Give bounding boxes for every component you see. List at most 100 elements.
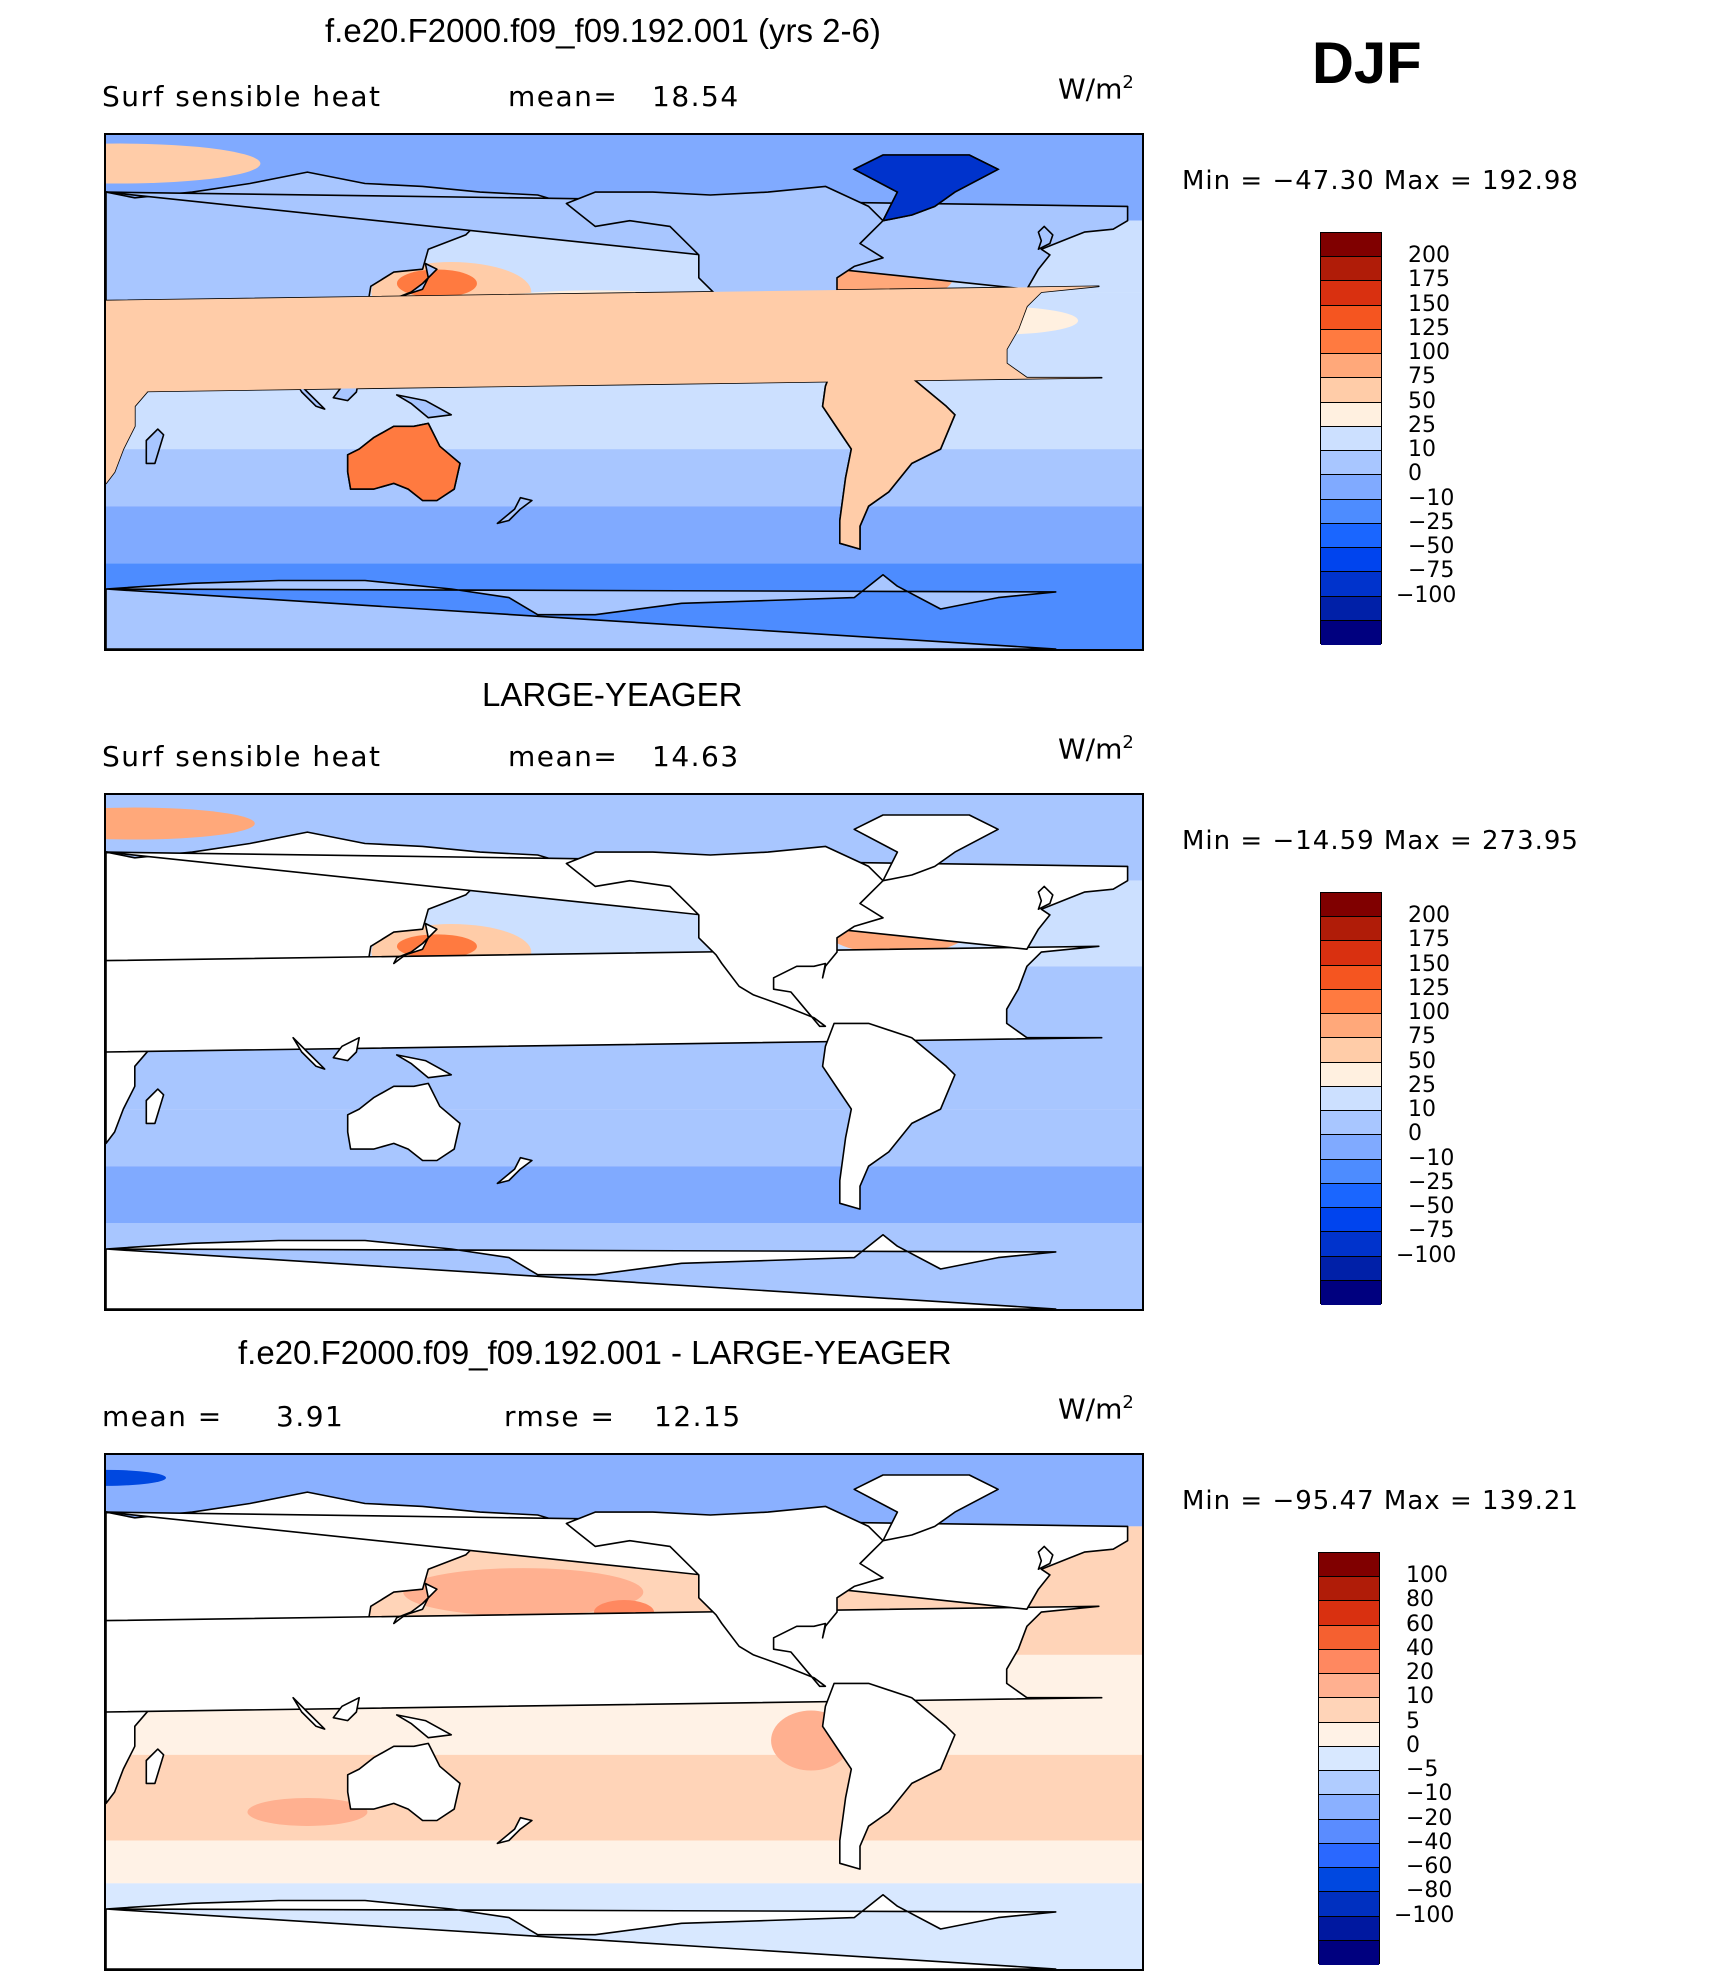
colorbar-tick-label: −50 [1408,534,1455,560]
panel-1-colorbar [1320,232,1382,645]
colorbar-swatch [1321,402,1381,427]
colorbar-swatch [1319,1722,1379,1747]
colorbar-swatch [1321,281,1381,306]
colorbar-swatch [1319,1771,1379,1796]
colorbar-tick-label: 125 [1408,975,1450,1001]
panel-3-minmax: Min = −95.47 Max = 139.21 [1182,1486,1579,1516]
coastline-japan [392,1582,438,1625]
colorbar-swatch [1321,354,1381,379]
colorbar-swatch [1321,941,1381,966]
panel-3-units: W/m2 [1058,1392,1134,1426]
colorbar-swatch [1321,451,1381,476]
coastline-africa_west [106,1605,1103,1713]
field-patch [106,1469,166,1486]
field-band-south-subtropics [106,1109,1142,1167]
field-band-southern-ocean [106,1840,1142,1884]
colorbar-tick-label: 125 [1408,315,1450,341]
colorbar-tick-label: 150 [1408,951,1450,977]
panel-2-map-canvas [106,795,1142,1309]
colorbar-swatch [1319,1868,1379,1893]
colorbar-swatch [1319,1795,1379,1820]
colorbar-tick-label: 175 [1408,927,1450,953]
field-band-south-subtropics [106,1754,1142,1841]
colorbar-tick-label: 20 [1406,1660,1434,1686]
panel-1-minmax: Min = −47.30 Max = 192.98 [1182,166,1579,196]
panel-1-units: W/m2 [1058,72,1134,106]
coastline-newguinea [395,1054,453,1079]
colorbar-swatch [1321,523,1381,549]
panel-2-map [104,793,1144,1311]
field-patch [396,934,477,959]
panel-2-title: LARGE-YEAGER [482,676,743,713]
coastline-greenland [853,1474,999,1542]
coastline-indonesia2 [332,1036,360,1062]
colorbar-tick-label: 0 [1406,1732,1420,1758]
colorbar-tick-label: 60 [1406,1611,1434,1637]
colorbar-tick-label: 10 [1406,1684,1434,1710]
land-samerica-heat [821,362,956,551]
colorbar-tick-label: −60 [1406,1854,1453,1880]
panel-1-variable: Surf sensible heat [102,80,382,113]
panel-2-colorbar [1320,892,1382,1305]
panel-3-rmse-label: rmse = [504,1400,616,1433]
coastline-antarctica [106,573,1057,649]
panel-2-variable: Surf sensible heat [102,740,382,773]
colorbar-tick-label: −25 [1408,509,1455,535]
coastline-madagascar [145,428,165,465]
colorbar-tick-label: 40 [1406,1635,1434,1661]
colorbar-tick-label: −75 [1408,1218,1455,1244]
colorbar-tick-label: 0 [1408,1121,1422,1147]
colorbar-tick-label: 10 [1408,437,1436,463]
colorbar-tick-label: −100 [1396,1242,1457,1268]
colorbar-tick-label: 75 [1408,364,1436,390]
colorbar-tick-label: −10 [1408,485,1455,511]
coastline-australia [346,1082,461,1162]
colorbar-swatch [1321,1062,1381,1087]
colorbar-tick-label: −80 [1406,1878,1453,1904]
colorbar-tick-label: 100 [1408,340,1450,366]
panel-1-mean-value: 18.54 [652,80,740,113]
colorbar-swatch [1321,257,1381,282]
colorbar-tick-label: 25 [1408,412,1436,438]
colorbar-swatch [1319,1553,1379,1578]
colorbar-swatch [1319,1940,1379,1965]
colorbar-tick-label: −100 [1396,582,1457,608]
coastline-madagascar [145,1088,165,1125]
panel-2-mean-value: 14.63 [652,740,740,773]
panel-3-title: f.e20.F2000.f09_f09.192.001 - LARGE-YEAG… [238,1334,952,1371]
coastline-antarctica [106,1233,1057,1309]
coastline-nz [496,1156,533,1185]
panel-3-colorbar [1318,1552,1380,1965]
coastline-greenland [853,814,999,882]
colorbar-swatch [1321,233,1381,258]
coastline-indonesia1 [292,1036,326,1070]
colorbar-swatch [1321,329,1381,355]
panel-2-units: W/m2 [1058,732,1134,766]
field-band-south-subtropics [106,449,1142,507]
coastline-uk [1037,225,1054,250]
panel-3-mean-value: 3.91 [276,1400,345,1433]
colorbar-swatch [1321,378,1381,403]
panel-3-mean-label: mean = [102,1400,223,1433]
panel-3-map-canvas [106,1455,1142,1969]
colorbar-tick-label: 200 [1408,243,1450,269]
colorbar-swatch [1321,989,1381,1015]
field-band-southern-ocean [106,1166,1142,1224]
panel-3-map [104,1453,1144,1971]
colorbar-tick-label: −40 [1406,1829,1453,1855]
colorbar-swatch [1321,1159,1381,1184]
colorbar-swatch [1321,499,1381,524]
coastline-nz [496,496,533,525]
colorbar-swatch [1321,305,1381,330]
coastline-newguinea [395,394,453,419]
colorbar-tick-label: 50 [1408,1048,1436,1074]
colorbar-swatch [1319,1674,1379,1699]
coastline-japan [392,922,438,965]
colorbar-swatch [1319,1916,1379,1941]
colorbar-swatch [1319,1746,1379,1772]
colorbar-swatch [1321,917,1381,942]
land-africa-heat [106,286,1102,484]
panel-3-rmse-value: 12.15 [654,1400,742,1433]
colorbar-tick-label: 100 [1408,1000,1450,1026]
field-band-southern-ocean [106,506,1142,564]
